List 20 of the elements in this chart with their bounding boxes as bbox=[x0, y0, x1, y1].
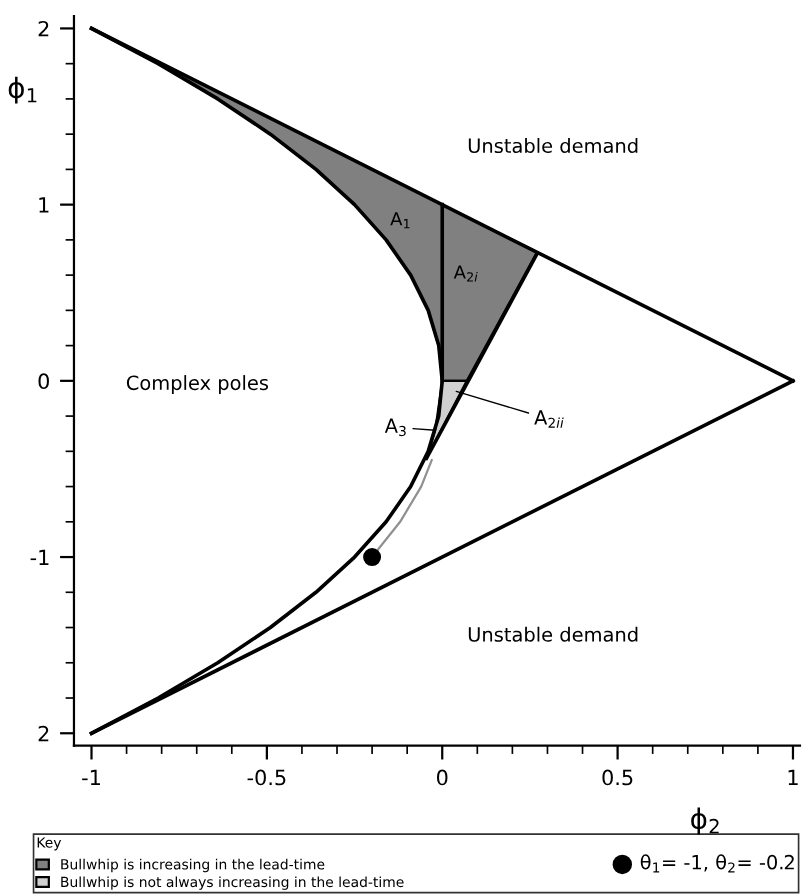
x-axis-title: ϕ$_{2}$ bbox=[691, 807, 719, 835]
x-tick-label: 1 bbox=[788, 769, 798, 786]
annotation: A$_{3}$ bbox=[384, 418, 406, 437]
y-tick-label: 0 bbox=[38, 373, 49, 390]
annotation: A$_{1}$ bbox=[390, 212, 410, 229]
y-tick-label: 2 bbox=[38, 725, 49, 742]
annotation: A$_{2ii}$ bbox=[534, 410, 564, 428]
y-tick-label: 1 bbox=[39, 197, 49, 213]
x-tick-label: 0.5 bbox=[602, 769, 633, 786]
y-tick-label: -1 bbox=[30, 549, 49, 565]
annotation: Unstable demand bbox=[468, 137, 638, 154]
x-tick-label: -1 bbox=[82, 769, 100, 786]
x-tick-label: 0 bbox=[436, 769, 448, 786]
y-axis-title: ϕ$_{1}$ bbox=[8, 76, 37, 104]
y-tick-label: 2 bbox=[38, 20, 49, 37]
annotation: Complex poles bbox=[126, 375, 269, 394]
annotation: Unstable demand bbox=[468, 626, 638, 642]
x-tick-label: -0.5 bbox=[247, 769, 286, 786]
legend-label: θ$_{1}$= -1, θ$_{2}$= -0.2 bbox=[640, 854, 794, 873]
annotation: A$_{2i}$ bbox=[453, 265, 478, 282]
